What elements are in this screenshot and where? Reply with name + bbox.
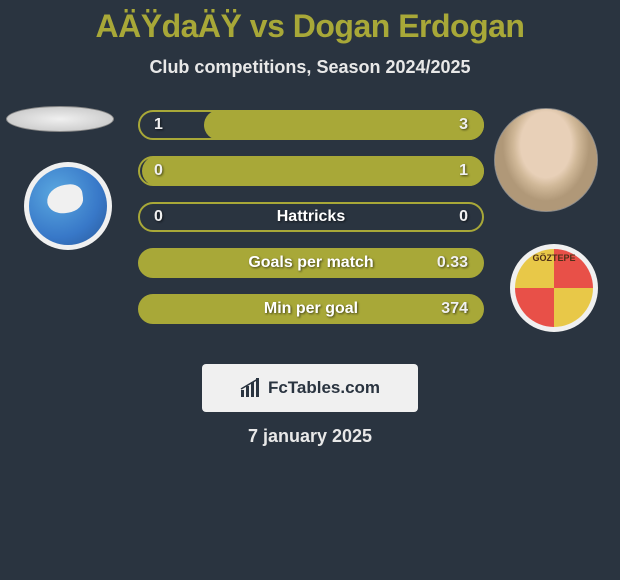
stats-table: 1Matches30Goals10Hattricks0Goals per mat…: [138, 110, 484, 340]
player-left-avatar: [6, 106, 114, 132]
stat-fill: [204, 110, 484, 140]
stat-label: Min per goal: [156, 300, 466, 318]
main-area: GÖZTEPE 1Matches30Goals10Hattricks0Goals…: [0, 102, 620, 362]
stat-row: Goals per match0.33: [138, 248, 484, 278]
comparison-card: AÄŸdaÄŸ vs Dogan Erdogan Club competitio…: [0, 0, 620, 447]
stat-fill: [142, 156, 484, 186]
stat-right-value: 374: [441, 300, 468, 318]
stat-row: Min per goal374: [138, 294, 484, 324]
page-title: AÄŸdaÄŸ vs Dogan Erdogan: [0, 8, 620, 45]
stat-row: 1Matches3: [138, 110, 484, 140]
stat-row: 0Hattricks0: [138, 202, 484, 232]
attribution-badge[interactable]: FcTables.com: [202, 364, 418, 412]
player-right-club-badge: GÖZTEPE: [510, 244, 598, 332]
player-left-club-badge: [24, 162, 112, 250]
goztepe-icon: GÖZTEPE: [515, 249, 593, 327]
attribution-text: FcTables.com: [268, 378, 380, 398]
stat-left-value: 0: [154, 208, 163, 226]
subtitle: Club competitions, Season 2024/2025: [0, 57, 620, 78]
stat-right-value: 3: [459, 116, 468, 134]
stat-right-value: 0.33: [437, 254, 468, 272]
erzurumspor-icon: [29, 167, 107, 245]
stat-label: Hattricks: [156, 208, 466, 226]
date-label: 7 january 2025: [0, 426, 620, 447]
player-right-avatar: [494, 108, 598, 212]
stat-right-value: 0: [459, 208, 468, 226]
stat-row: 0Goals1: [138, 156, 484, 186]
stat-left-value: 0: [154, 162, 163, 180]
stat-label: Goals per match: [156, 254, 466, 272]
chart-icon: [240, 378, 262, 398]
stat-right-value: 1: [459, 162, 468, 180]
stat-left-value: 1: [154, 116, 163, 134]
